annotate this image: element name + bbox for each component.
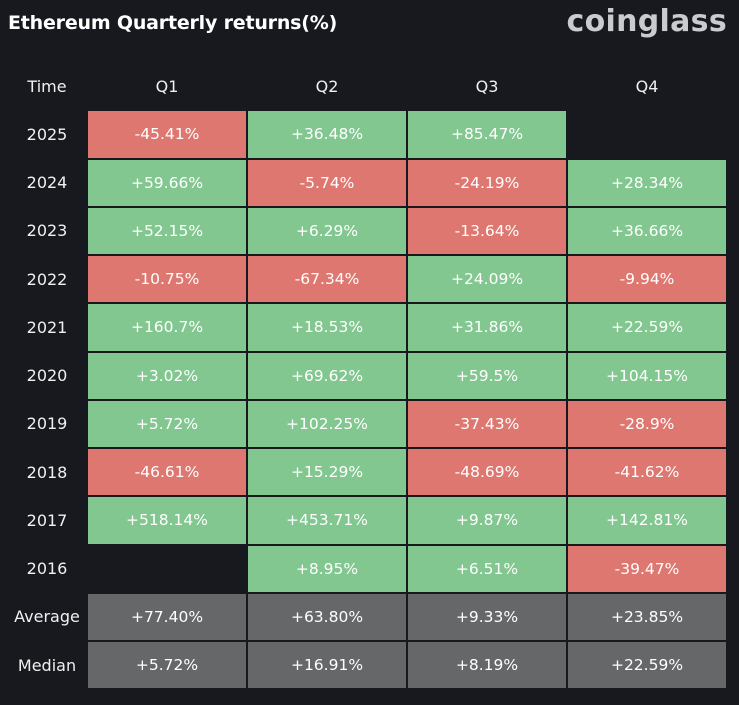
heatmap-cell: +8.95%	[248, 545, 406, 592]
summary-cell: +63.80%	[248, 593, 406, 640]
heatmap-cell: +52.15%	[88, 207, 246, 254]
summary-cell: +77.40%	[88, 593, 246, 640]
row-label: 2021	[26, 317, 68, 337]
heatmap-cell: -28.9%	[568, 400, 726, 447]
heatmap-cell: +9.87%	[408, 497, 566, 544]
heatmap-cell: +102.25%	[248, 400, 406, 447]
summary-cell: +9.33%	[408, 593, 566, 640]
heatmap-cell: -10.75%	[88, 256, 246, 303]
heatmap-cell: +5.72%	[88, 400, 246, 447]
returns-heatmap: Time Q1 Q2 Q3 Q4 2025 -45.41% +36.48% +85.47% 202…	[8, 62, 726, 689]
summary-cell: +22.59%	[568, 642, 726, 689]
heatmap-cell: +36.66%	[568, 207, 726, 254]
row-label: 2017	[26, 510, 68, 530]
heatmap-cell: -37.43%	[408, 400, 566, 447]
column-header: Q1	[155, 76, 179, 96]
summary-cell: +5.72%	[88, 642, 246, 689]
summary-row-label: Median	[17, 655, 77, 675]
heatmap-cell: -39.47%	[568, 545, 726, 592]
corner-label: Time	[27, 76, 67, 96]
column-header: Q3	[475, 76, 499, 96]
summary-cell: +16.91%	[248, 642, 406, 689]
chart-title: Ethereum Quarterly returns(%)	[8, 12, 338, 34]
heatmap-cell: +85.47%	[408, 111, 566, 158]
coinglass-logo: coinglass	[566, 4, 727, 39]
heatmap-cell: +160.7%	[88, 304, 246, 351]
row-label: 2018	[26, 462, 68, 482]
heatmap-cell: +24.09%	[408, 256, 566, 303]
heatmap-cell: +518.14%	[88, 497, 246, 544]
row-label: 2016	[26, 559, 68, 579]
heatmap-cell: -67.34%	[248, 256, 406, 303]
summary-row-label: Average	[14, 607, 80, 627]
heatmap-cell: -5.74%	[248, 159, 406, 206]
heatmap-cell: +59.5%	[408, 352, 566, 399]
heatmap-cell: -45.41%	[88, 111, 246, 158]
heatmap-cell	[88, 546, 246, 592]
heatmap-cell: -24.19%	[408, 159, 566, 206]
heatmap-cell	[568, 111, 726, 157]
heatmap-cell: +59.66%	[88, 159, 246, 206]
heatmap-cell: +15.29%	[248, 449, 406, 496]
row-label: 2022	[26, 269, 68, 289]
heatmap-cell: +3.02%	[88, 352, 246, 399]
heatmap-cell: +31.86%	[408, 304, 566, 351]
column-header: Q2	[315, 76, 339, 96]
heatmap-cell: -41.62%	[568, 449, 726, 496]
heatmap-cell: +69.62%	[248, 352, 406, 399]
heatmap-cell: +28.34%	[568, 159, 726, 206]
row-label: 2025	[26, 124, 68, 144]
heatmap-cell: -9.94%	[568, 256, 726, 303]
row-label: 2020	[26, 366, 68, 386]
summary-cell: +23.85%	[568, 593, 726, 640]
row-label: 2023	[26, 221, 68, 241]
heatmap-cell: +142.81%	[568, 497, 726, 544]
column-header: Q4	[635, 76, 659, 96]
heatmap-cell: +6.51%	[408, 545, 566, 592]
row-label: 2024	[26, 173, 68, 193]
heatmap-cell: +6.29%	[248, 207, 406, 254]
heatmap-cell: +18.53%	[248, 304, 406, 351]
summary-cell: +8.19%	[408, 642, 566, 689]
heatmap-cell: -13.64%	[408, 207, 566, 254]
row-label: 2019	[26, 414, 68, 434]
heatmap-cell: +22.59%	[568, 304, 726, 351]
heatmap-cell: +36.48%	[248, 111, 406, 158]
heatmap-cell: +453.71%	[248, 497, 406, 544]
heatmap-cell: -48.69%	[408, 449, 566, 496]
heatmap-cell: -46.61%	[88, 449, 246, 496]
heatmap-cell: +104.15%	[568, 352, 726, 399]
